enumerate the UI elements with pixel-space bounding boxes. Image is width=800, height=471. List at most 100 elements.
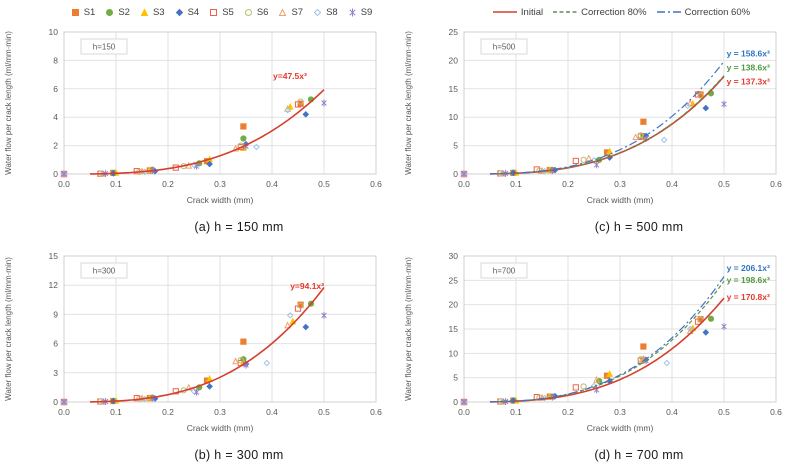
- svg-text:0.6: 0.6: [770, 407, 782, 417]
- svg-text:0.1: 0.1: [110, 407, 122, 417]
- svg-text:0.4: 0.4: [266, 407, 278, 417]
- svg-text:0: 0: [453, 169, 458, 179]
- legend-item-S4: S4: [174, 6, 200, 18]
- diamond-marker-icon: [175, 8, 183, 16]
- legend-item-S1: S1: [70, 6, 96, 18]
- svg-text:10: 10: [49, 27, 59, 37]
- svg-text:0.3: 0.3: [214, 407, 226, 417]
- svg-text:0: 0: [53, 169, 58, 179]
- svg-text:0.5: 0.5: [318, 179, 330, 189]
- svg-text:Water flow per crack length (m: Water flow per crack length (ml/mm·min): [4, 31, 13, 175]
- svg-text:5: 5: [453, 373, 458, 383]
- svg-text:Crack width (mm): Crack width (mm): [587, 423, 654, 433]
- svg-text:0.6: 0.6: [370, 407, 382, 417]
- legend-item-S7: S7: [277, 7, 303, 18]
- svg-text:0.2: 0.2: [562, 179, 574, 189]
- legend-item-initial: Initial: [492, 7, 543, 18]
- series-legend: S1 S2 S3 S4 S5 S6 S7 S8 S9: [0, 0, 400, 24]
- svg-text:5: 5: [453, 141, 458, 151]
- svg-text:0.4: 0.4: [666, 407, 678, 417]
- panel-a: S1 S2 S3 S4 S5 S6 S7 S8 S9 0.0 0.1 0.2 0.3 0.4 0.5 0.6…: [0, 0, 400, 242]
- chart-d-h700: 0.0 0.1 0.2 0.3 0.4 0.5 0.6 0 5 10 15 20 25 30 Crack w…: [404, 251, 782, 433]
- svg-text:Crack width (mm): Crack width (mm): [187, 195, 254, 205]
- equation-label: y = 138.6x³: [727, 63, 770, 73]
- svg-text:0.2: 0.2: [162, 407, 174, 417]
- chart-c-h500: 0.0 0.1 0.2 0.3 0.4 0.5 0.6 0 5 10 15 20 25 Crack wid…: [404, 27, 782, 205]
- svg-text:Water flow per crack length (m: Water flow per crack length (ml/mm·min): [4, 257, 13, 401]
- svg-text:h=300: h=300: [93, 267, 116, 276]
- equation-label: y = 137.3x³: [727, 76, 770, 86]
- svg-text:8: 8: [53, 55, 58, 65]
- legend-label: S8: [326, 6, 338, 18]
- panel-d: 0.0 0.1 0.2 0.3 0.4 0.5 0.6 0 5 10 15 20 25 30 Crack w…: [400, 242, 800, 470]
- legend-item-S2: S2: [104, 7, 130, 18]
- chart-b-h300: 0.0 0.1 0.2 0.3 0.4 0.5 0.6 0 3 6 9 12 15 Crack width…: [4, 251, 382, 433]
- svg-text:Water flow per crack length (m: Water flow per crack length (ml/mm·min): [404, 257, 413, 401]
- equation-label: y=94.1x³: [290, 281, 324, 291]
- legend-label: Initial: [520, 6, 544, 18]
- svg-text:25: 25: [449, 275, 459, 285]
- svg-text:h=150: h=150: [93, 43, 116, 52]
- svg-text:0.0: 0.0: [58, 179, 70, 189]
- svg-text:0.5: 0.5: [718, 179, 730, 189]
- svg-text:0.3: 0.3: [614, 179, 626, 189]
- legend-item-S5: S5: [208, 7, 234, 18]
- svg-text:2: 2: [53, 141, 58, 151]
- svg-text:0.1: 0.1: [110, 179, 122, 189]
- equation-label: y = 158.6x³: [727, 48, 770, 58]
- dashdot-line-icon: [656, 11, 681, 13]
- legend-label: S2: [118, 6, 130, 18]
- svg-text:0.2: 0.2: [162, 179, 174, 189]
- svg-text:h=500: h=500: [493, 43, 516, 52]
- svg-text:0.4: 0.4: [666, 179, 678, 189]
- svg-text:h=700: h=700: [493, 267, 516, 276]
- svg-text:15: 15: [449, 84, 459, 94]
- legend-item-S6: S6: [243, 6, 269, 18]
- legend-label: S9: [360, 6, 373, 18]
- legend-label: Correction 60%: [684, 6, 751, 18]
- legend-label: S4: [187, 6, 200, 18]
- legend-item-S9: S9: [347, 6, 373, 18]
- svg-text:0.6: 0.6: [370, 179, 382, 189]
- caption-c: (c) h = 500 mm: [594, 220, 684, 234]
- svg-text:9: 9: [53, 309, 58, 319]
- circle-marker-icon: [106, 8, 114, 16]
- asterisk-marker-icon: [349, 8, 356, 16]
- legend-label: S5: [222, 6, 234, 18]
- square-marker-icon: [71, 8, 79, 16]
- svg-text:Water flow per crack length (m: Water flow per crack length (ml/mm·min): [404, 31, 413, 175]
- svg-text:Crack width (mm): Crack width (mm): [587, 195, 654, 205]
- svg-text:15: 15: [49, 251, 59, 261]
- svg-text:0.0: 0.0: [58, 407, 70, 417]
- svg-text:6: 6: [53, 84, 58, 94]
- panel-b: 0.0 0.1 0.2 0.3 0.4 0.5 0.6 0 3 6 9 12 15 Crack width…: [0, 242, 400, 470]
- svg-text:10: 10: [449, 348, 459, 358]
- legend-label: S6: [256, 6, 269, 18]
- legend-label: Correction 80%: [581, 6, 647, 18]
- diamond-marker-icon: [313, 8, 322, 16]
- legend-item-correction-60-: Correction 60%: [656, 7, 750, 18]
- caption-d: (d) h = 700 mm: [594, 448, 684, 462]
- curves-legend: Initial Correction 80% Correction 60%: [400, 0, 800, 24]
- square-marker-icon: [210, 8, 218, 16]
- legend-item-S8: S8: [312, 7, 338, 18]
- equation-label: y=47.5x³: [273, 71, 307, 81]
- svg-text:0.0: 0.0: [458, 179, 470, 189]
- svg-text:0.2: 0.2: [562, 407, 574, 417]
- equation-label: y = 206.1x³: [727, 263, 770, 273]
- svg-text:6: 6: [53, 339, 58, 349]
- legend-item-S3: S3: [139, 7, 165, 18]
- svg-text:0.3: 0.3: [214, 179, 226, 189]
- legend-label: S3: [152, 6, 165, 18]
- chart-a-h150: 0.0 0.1 0.2 0.3 0.4 0.5 0.6 0 2 4 6 8 10 Crack width …: [4, 27, 382, 205]
- solid-line-icon: [492, 11, 517, 13]
- legend-label: S1: [83, 6, 96, 18]
- svg-text:20: 20: [449, 55, 459, 65]
- svg-text:0: 0: [453, 397, 458, 407]
- circle-marker-icon: [244, 8, 252, 16]
- dashed-line-icon: [553, 11, 578, 13]
- svg-text:20: 20: [449, 300, 459, 310]
- equation-label: y = 170.8x³: [727, 292, 770, 302]
- caption-b: (b) h = 300 mm: [194, 448, 284, 462]
